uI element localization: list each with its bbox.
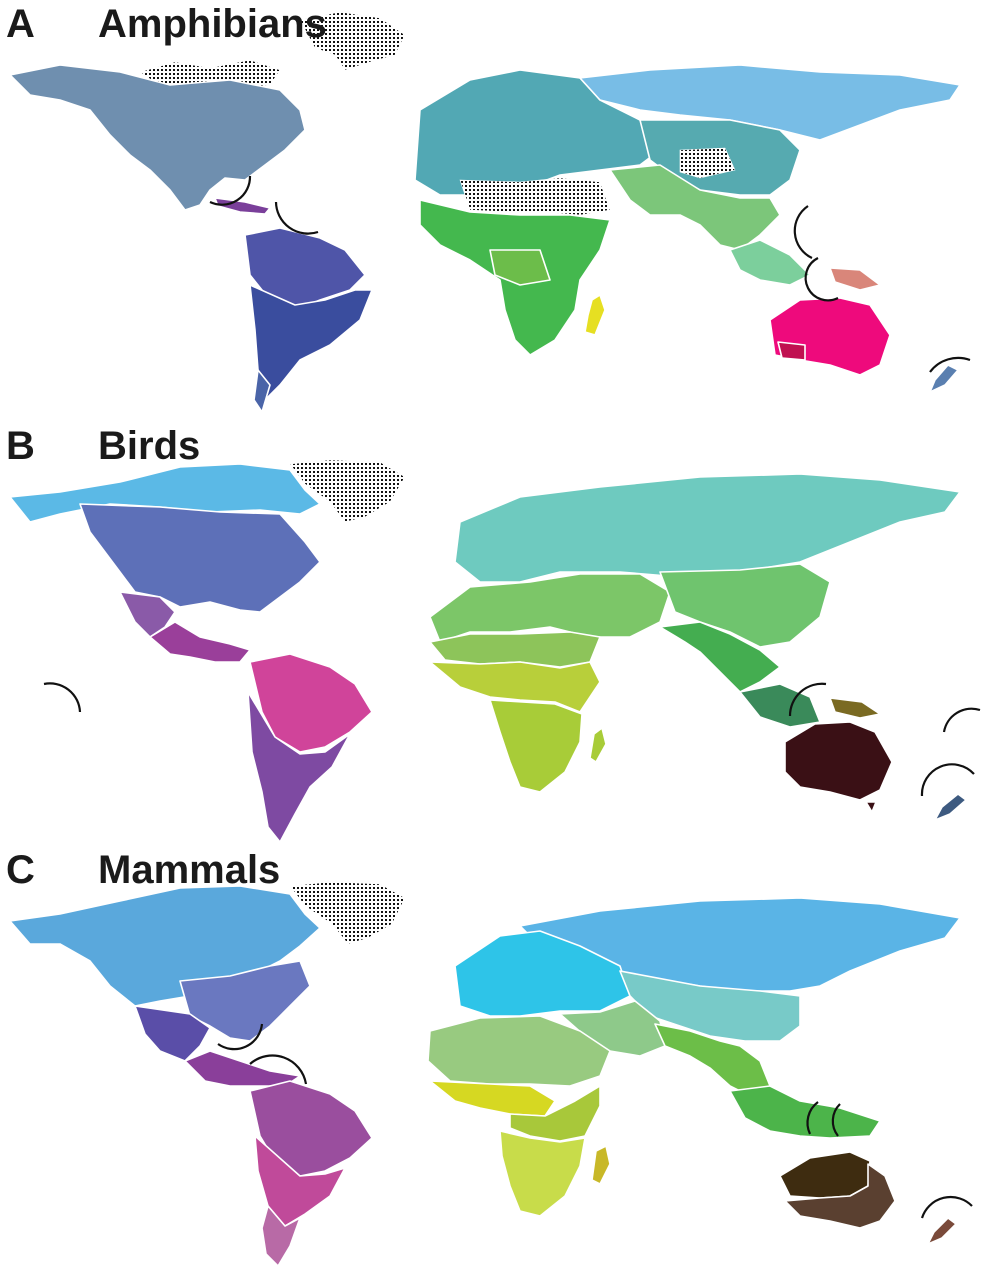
central-africa [509,1085,601,1142]
au-sw-australia [777,341,806,361]
west-africa [429,1080,556,1117]
north-america [79,503,321,613]
greenland-excluded [299,11,406,71]
panel-amphibians: A Amphibians [0,0,997,420]
arc-hawaii [43,682,82,713]
central-america [149,621,251,663]
arc-wallace-upper [793,205,813,259]
patagonia [261,1205,301,1266]
af-central [489,249,551,286]
arc-wallace-lower [804,257,839,302]
madagascar [591,1145,611,1185]
arc-nz [929,356,971,373]
mexico [119,591,176,638]
australia-south [784,1163,896,1229]
new-zealand [934,793,967,821]
southeast-asia [739,683,821,728]
amphibians-map [9,11,971,413]
sa-south [247,691,351,842]
north-africa [427,1015,611,1087]
panel-birds: B Birds [0,422,997,842]
sahara-excluded [459,177,611,216]
india [659,621,781,693]
eu-europe-north-africa [414,69,661,196]
south-africa [499,1130,586,1217]
au-new-guinea [829,267,881,291]
au-australia [769,297,891,376]
na-caribbean [214,197,271,215]
eu-siberia [579,64,961,141]
na-north-america [9,64,306,211]
tasmania [865,801,877,813]
af-madagascar [584,294,606,336]
mediterranean [429,573,671,643]
arc-caribbean [274,201,319,235]
arc-gulf [217,1023,264,1051]
arc-weber [831,1103,841,1137]
africa-south [489,699,583,793]
sahel [429,661,601,713]
new-guinea [829,697,881,719]
panel-mammals: C Mammals [0,846,997,1266]
panel-letter: A [6,2,35,46]
china [659,563,831,648]
panel-title: Mammals [98,848,281,892]
australia-north [779,1151,871,1199]
na-east [179,960,311,1042]
greenland-excluded [289,881,406,945]
tibet-excluded [679,147,736,179]
australia [784,721,893,801]
arc-pacific [942,707,981,733]
madagascar [589,727,607,763]
panel-letter: B [6,424,35,468]
arc-caribbean [249,1054,308,1085]
palearctic [454,473,961,583]
arc-wallace [806,1101,819,1135]
sa-south [254,1135,346,1227]
greenland-excluded [289,459,406,523]
na-patagonia [253,369,271,413]
eu-southeast-asia [729,239,811,286]
arc-nz [920,1195,973,1219]
panel-letter: C [6,848,35,892]
panel-title: Amphibians [98,2,327,46]
arc-gulf [209,175,252,206]
mammals-map [9,881,973,1266]
new-zealand [927,1217,957,1245]
europe [454,930,631,1017]
panel-title: Birds [98,424,201,468]
arc-wallace [788,682,827,717]
southeast-asia [729,1085,881,1139]
birds-map [9,459,981,842]
au-new-zealand [929,364,959,393]
mexico [134,1005,211,1062]
arc-nz [920,763,975,797]
